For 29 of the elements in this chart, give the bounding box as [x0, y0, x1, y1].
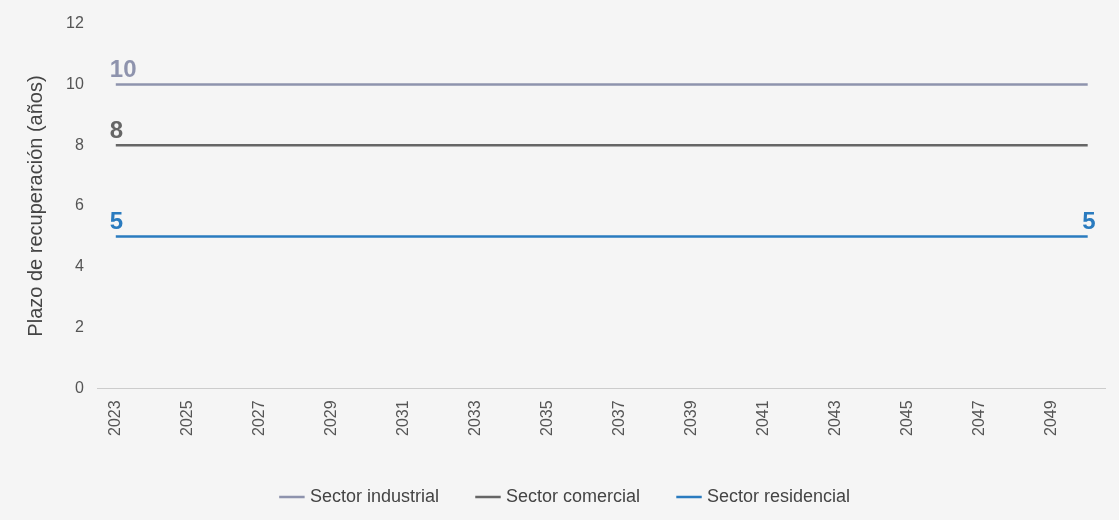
y-tick-label: 4 — [74, 257, 84, 275]
y-tick-label: 6 — [74, 196, 84, 214]
x-tick-label: 2035 — [538, 400, 556, 436]
y-tick-label: 0 — [74, 378, 84, 396]
y-axis-title: Plazo de recuperación (años) — [23, 75, 46, 337]
x-tick-label: 2037 — [610, 400, 628, 436]
x-tick-label: 2041 — [754, 400, 772, 436]
legend-label: Sector residencial — [707, 485, 851, 506]
data-label: 8 — [109, 115, 124, 143]
y-tick-label: 10 — [66, 74, 84, 92]
x-tick-label: 2045 — [898, 400, 916, 436]
x-tick-label: 2033 — [466, 400, 484, 436]
x-tick-label: 2047 — [970, 400, 988, 436]
legend-label: Sector industrial — [309, 485, 439, 506]
data-label: 5 — [1082, 207, 1096, 235]
x-tick-label: 2027 — [250, 400, 268, 436]
x-tick-label: 2039 — [682, 400, 700, 436]
x-tick-label: 2043 — [826, 400, 844, 436]
legend-label: Sector comercial — [505, 485, 641, 506]
x-tick-label: 2023 — [106, 400, 124, 436]
y-tick-label: 12 — [66, 14, 84, 32]
y-tick-label: 2 — [74, 318, 84, 336]
x-tick-label: 2025 — [178, 400, 196, 436]
data-label: 5 — [109, 207, 124, 235]
x-tick-label: 2029 — [322, 400, 340, 436]
data-label: 10 — [109, 55, 137, 83]
x-tick-label: 2049 — [1042, 400, 1060, 436]
y-tick-label: 8 — [74, 135, 84, 153]
x-tick-label: 2031 — [394, 400, 412, 436]
